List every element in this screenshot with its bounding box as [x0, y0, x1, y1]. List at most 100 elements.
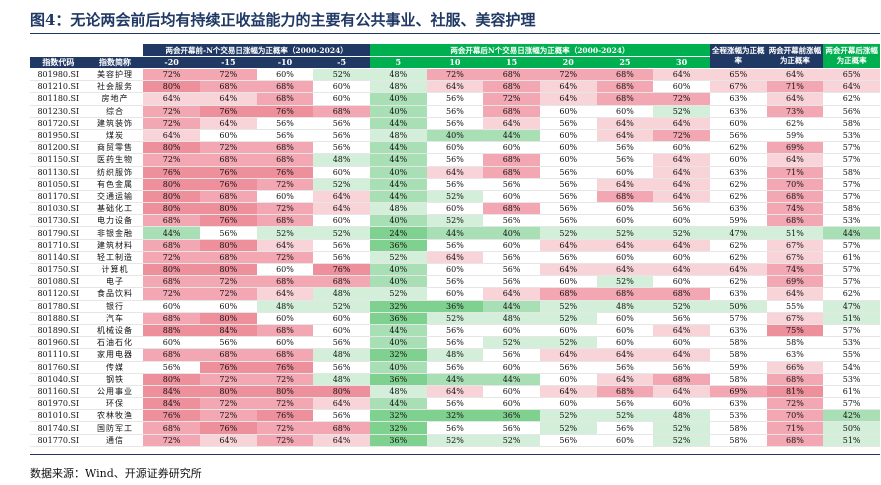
pre-group-header: 两会开幕前-N个交易日涨幅为正概率（2000-2024） — [143, 44, 370, 57]
value-cell: 56% — [539, 117, 597, 130]
name-header: 指数简称 — [86, 56, 144, 69]
value-cell: 64% — [313, 397, 370, 411]
value-cell: 64% — [426, 80, 484, 94]
value-cell: 52% — [313, 226, 370, 240]
value-cell: 64% — [313, 434, 370, 447]
value-cell: 56% — [483, 263, 540, 277]
value-cell: 68% — [596, 287, 654, 301]
value-cell: 48% — [313, 348, 370, 362]
index-name: 商贸零售 — [86, 141, 144, 155]
value-cell: 36% — [369, 312, 427, 325]
value-cell: 56% — [143, 361, 200, 374]
value-cell: 84% — [143, 397, 200, 411]
value-cell: 64% — [596, 263, 654, 277]
value-cell: 44% — [426, 226, 484, 240]
value-cell: 64% — [596, 239, 654, 252]
value-cell: 52% — [539, 336, 597, 350]
value-cell: 60% — [653, 214, 710, 228]
value-cell: 48% — [483, 312, 540, 325]
value-cell: 64% — [483, 287, 540, 301]
index-name: 石油石化 — [86, 336, 144, 350]
value-cell: 60% — [313, 324, 370, 338]
value-cell: 72% — [766, 397, 824, 411]
value-cell: 44% — [369, 190, 427, 204]
table-row: 801040.SI 钢铁 80% 72% 72% 48% 36% 44% 44% 60% 64% 68… — [30, 373, 880, 386]
value-cell: 56% — [539, 178, 597, 191]
n-post-6: 30 — [653, 56, 710, 69]
value-cell: 40% — [369, 92, 427, 106]
title-rule — [30, 33, 880, 34]
value-cell: 60% — [143, 300, 200, 313]
value-cell: 72% — [256, 397, 314, 411]
value-cell: 64% — [143, 129, 200, 143]
value-cell: 59% — [709, 214, 767, 228]
value-cell: 60% — [709, 117, 767, 130]
value-cell: 58% — [823, 117, 880, 130]
value-cell: 80% — [199, 202, 257, 216]
value-cell: 60% — [653, 251, 710, 265]
value-cell: 64% — [596, 373, 654, 386]
value-cell: 64% — [653, 324, 710, 338]
value-cell: 56% — [426, 421, 484, 435]
value-cell: 68% — [596, 190, 654, 204]
value-cell: 44% — [483, 300, 540, 313]
value-cell: 80% — [143, 141, 200, 155]
value-cell: 52% — [653, 226, 710, 240]
value-cell: 60% — [539, 324, 597, 338]
value-cell: 80% — [313, 385, 370, 399]
value-cell: 72% — [483, 92, 540, 106]
value-cell: 80% — [256, 385, 314, 399]
value-cell: 53% — [709, 409, 767, 423]
table-row: 801140.SI 轻工制造 72% 68% 72% 56% 52% 64% 56% 56% 60%… — [30, 251, 880, 265]
header-row-groups: 两会开幕前-N个交易日涨幅为正概率（2000-2024） 两会开幕后N个交易日涨… — [30, 44, 880, 69]
value-cell: 76% — [256, 409, 314, 423]
value-cell: 62% — [766, 117, 824, 130]
value-cell: 32% — [369, 409, 427, 423]
index-name: 有色金属 — [86, 178, 144, 191]
value-cell: 72% — [199, 287, 257, 301]
table-row: 801780.SI 银行 60% 60% 48% 52% 32% 36% 44% 52% 48% 52… — [30, 300, 880, 313]
value-cell: 52% — [653, 434, 710, 447]
value-cell: 60% — [709, 153, 767, 167]
index-code: 801740.SI — [30, 421, 87, 435]
value-cell: 80% — [199, 239, 257, 252]
value-cell: 56% — [596, 421, 654, 435]
value-cell: 60% — [539, 141, 597, 155]
value-cell: 48% — [313, 153, 370, 167]
value-cell: 64% — [823, 80, 880, 94]
value-cell: 76% — [199, 105, 257, 118]
index-code: 801710.SI — [30, 239, 87, 252]
value-cell: 52% — [256, 226, 314, 240]
value-cell: 72% — [199, 275, 257, 289]
value-cell: 56% — [313, 336, 370, 350]
table-row: 801710.SI 建筑材料 68% 80% 64% 56% 36% 56% 60% 64% 64%… — [30, 239, 880, 252]
value-cell: 64% — [199, 92, 257, 106]
index-name: 钢铁 — [86, 373, 144, 386]
value-cell: 84% — [143, 385, 200, 399]
table-row: 801950.SI 煤炭 64% 60% 56% 56% 48% 40% 44% 60% 64% 72… — [30, 129, 880, 143]
index-name: 国防军工 — [86, 421, 144, 435]
value-cell: 48% — [369, 80, 427, 94]
value-cell: 68% — [143, 421, 200, 435]
value-cell: 60% — [256, 336, 314, 350]
value-cell: 36% — [369, 434, 427, 447]
index-name: 交通运输 — [86, 190, 144, 204]
value-cell: 66% — [766, 361, 824, 374]
value-cell: 68% — [483, 80, 540, 94]
value-cell: 60% — [596, 202, 654, 216]
value-cell: 57% — [823, 141, 880, 155]
index-name: 轻工制造 — [86, 251, 144, 265]
index-name: 煤炭 — [86, 129, 144, 143]
table-row: 801170.SI 交通运输 80% 68% 60% 64% 44% 52% 60% 56% 68%… — [30, 190, 880, 204]
index-code: 801200.SI — [30, 141, 87, 155]
value-cell: 52% — [653, 300, 710, 313]
value-cell: 57% — [823, 239, 880, 252]
value-cell: 72% — [199, 141, 257, 155]
value-cell: 42% — [823, 409, 880, 423]
value-cell: 72% — [143, 117, 200, 130]
value-cell: 60% — [653, 336, 710, 350]
index-code: 801040.SI — [30, 373, 87, 386]
value-cell: 68% — [256, 275, 314, 289]
value-cell: 61% — [823, 251, 880, 265]
value-cell: 56% — [199, 226, 257, 240]
